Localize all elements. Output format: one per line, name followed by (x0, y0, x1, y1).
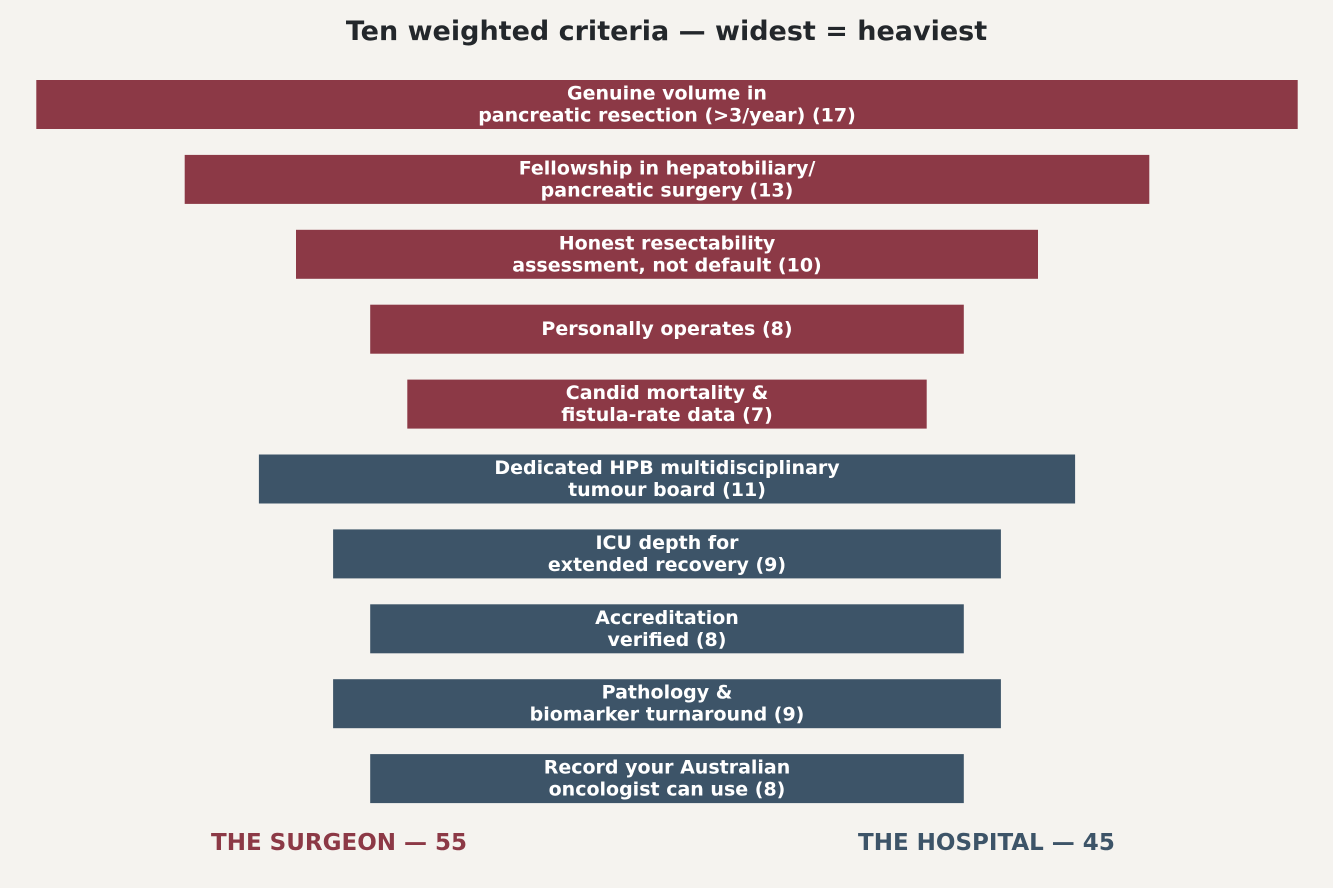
criterion-label: fistula-rate data (7) (561, 404, 773, 426)
criterion-bar (296, 229, 1038, 279)
criterion-bar (36, 80, 1298, 129)
criterion-label: Genuine volume in (567, 83, 767, 105)
criterion-label: Honest resectability (559, 232, 776, 254)
criterion-bar (333, 529, 1001, 579)
criterion-bar (370, 604, 964, 654)
chart-title: Ten weighted criteria — widest = heavies… (345, 16, 988, 47)
criterion-bar (333, 679, 1001, 729)
surgeon-total-label: THE SURGEON — 55 (211, 830, 468, 856)
criterion-label: pancreatic surgery (13) (541, 179, 794, 201)
criterion-label: pancreatic resection (>3/year) (17) (478, 105, 856, 127)
criterion-label: verified (8) (608, 629, 727, 651)
criterion-label: Candid mortality & (566, 382, 768, 404)
criterion-label: Pathology & (602, 682, 733, 704)
criterion-label: Personally operates (8) (541, 318, 792, 340)
criterion-label: Record your Australian (544, 757, 791, 779)
criterion-label: tumour board (11) (568, 479, 766, 501)
criterion-bar (258, 454, 1076, 504)
criterion-label: ICU depth for (595, 532, 739, 554)
criterion-bar (407, 379, 927, 429)
criterion-bar-group: Candid mortality &fistula-rate data (7) (407, 379, 927, 429)
criterion-bar (370, 304, 964, 354)
criterion-label: biomarker turnaround (9) (530, 704, 805, 726)
criterion-label: Fellowship in hepatobiliary/ (519, 157, 816, 179)
criterion-bar (184, 154, 1150, 204)
criterion-label: Dedicated HPB multidisciplinary (494, 457, 840, 479)
criterion-bar-group: Pathology &biomarker turnaround (9) (333, 679, 1001, 729)
criterion-label: oncologist can use (8) (549, 779, 786, 801)
criterion-label: extended recovery (9) (548, 554, 786, 576)
criterion-label: assessment, not default (10) (512, 254, 821, 276)
criterion-bar-group: Fellowship in hepatobiliary/pancreatic s… (184, 154, 1150, 204)
hospital-total-label: THE HOSPITAL — 45 (858, 830, 1115, 856)
criterion-label: Accreditation (595, 607, 739, 629)
criterion-bar (370, 754, 964, 804)
criterion-bar-group: Personally operates (8) (370, 304, 964, 354)
